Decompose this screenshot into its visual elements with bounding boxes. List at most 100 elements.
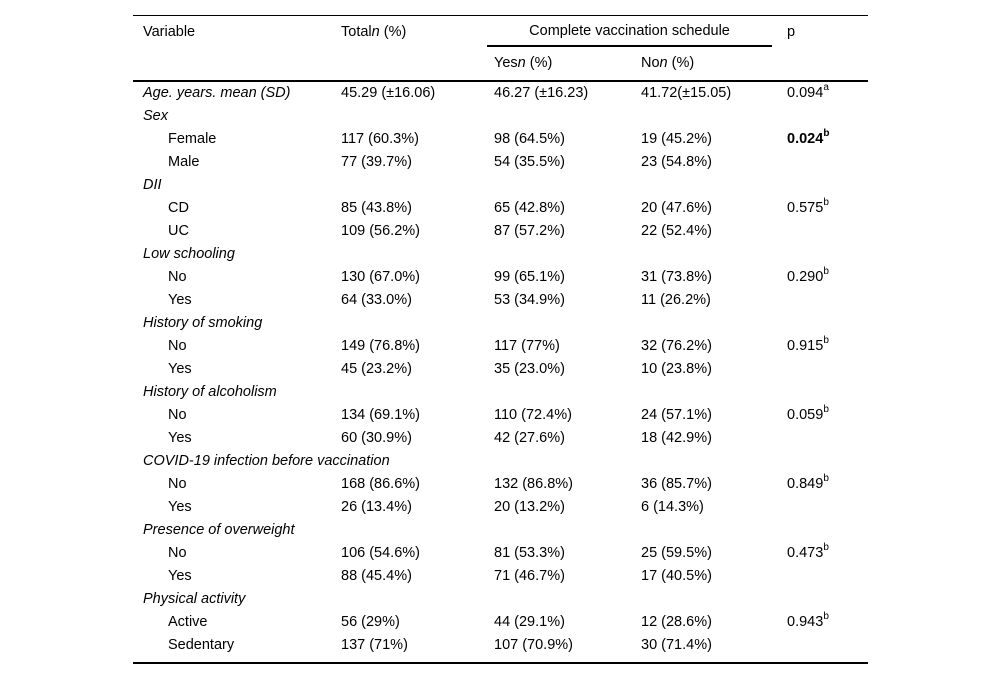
cell-p	[787, 381, 868, 404]
p-value-footnote-marker: b	[823, 610, 829, 622]
cell-total: 149 (76.8%)	[341, 337, 420, 354]
cell-total: 56 (29%)	[341, 613, 400, 630]
col-header-total: Totaln (%)	[341, 15, 494, 82]
cell-no	[641, 243, 787, 266]
cell-yes	[494, 312, 641, 335]
p-value-footnote-marker: a	[823, 81, 829, 93]
cell-total: 60 (30.9%)	[341, 429, 412, 446]
cell-yes	[494, 243, 641, 266]
p-value: 0.915	[787, 337, 824, 354]
cell-yes: 35 (23.0%)	[494, 360, 565, 377]
cell-total: 106 (54.6%)	[341, 544, 420, 561]
row-label: Active	[168, 613, 208, 630]
row-label: Female	[168, 130, 217, 147]
row-label: No	[168, 475, 187, 492]
col-header-yes-n: n	[517, 55, 526, 71]
col-header-total-prefix: Total	[341, 24, 372, 40]
table-row: History of alcoholism	[133, 381, 868, 404]
cell-total	[341, 381, 494, 404]
cell-yes: 110 (72.4%)	[494, 406, 572, 423]
col-header-p: p	[787, 15, 869, 82]
cell-p	[787, 105, 868, 128]
cell-p: 0.059b	[787, 404, 868, 427]
table-row: No 130 (67.0%) 99 (65.1%) 31 (73.8%) 0.290b	[133, 266, 868, 289]
cell-no: 11 (26.2%)	[641, 291, 711, 308]
cell-p	[787, 289, 868, 312]
cell-no	[641, 450, 787, 473]
cell-yes: 99 (65.1%)	[494, 268, 565, 285]
p-value-footnote-marker: b	[823, 334, 829, 346]
header-row-1: Variable Totaln (%) Complete vaccination…	[133, 15, 869, 82]
cell-no: 19 (45.2%)	[641, 130, 712, 147]
cell-yes	[494, 105, 641, 128]
cell-total: 168 (86.6%)	[341, 475, 420, 492]
cell-yes	[494, 519, 641, 542]
p-value: 0.575	[787, 199, 824, 216]
cell-no	[641, 105, 787, 128]
p-value: 0.290	[787, 268, 824, 285]
cell-yes: 87 (57.2%)	[494, 222, 565, 239]
row-label: UC	[168, 222, 189, 239]
table-row: No 168 (86.6%) 132 (86.8%) 36 (85.7%) 0.849b	[133, 473, 868, 496]
cell-p: 0.473b	[787, 542, 868, 565]
row-label: Yes	[168, 291, 192, 308]
row-label: No	[168, 406, 187, 423]
cell-p	[787, 634, 868, 663]
cell-yes: 44 (29.1%)	[494, 613, 565, 630]
cell-total: 26 (13.4%)	[341, 498, 412, 515]
row-label: Yes	[168, 429, 192, 446]
table-row: No 134 (69.1%) 110 (72.4%) 24 (57.1%) 0.059b	[133, 404, 868, 427]
cell-p	[787, 151, 868, 174]
row-label: No	[168, 544, 187, 561]
cell-total: 117 (60.3%)	[341, 130, 419, 147]
table-row: Yes 64 (33.0%) 53 (34.9%) 11 (26.2%)	[133, 289, 868, 312]
table-row: Yes 45 (23.2%) 35 (23.0%) 10 (23.8%)	[133, 358, 868, 381]
p-value: 0.943	[787, 613, 824, 630]
cell-total	[341, 519, 494, 542]
cell-no: 31 (73.8%)	[641, 268, 712, 285]
table-row: UC 109 (56.2%) 87 (57.2%) 22 (52.4%)	[133, 220, 868, 243]
cell-no: 20 (47.6%)	[641, 199, 712, 216]
table-row: Presence of overweight	[133, 519, 868, 542]
cell-yes: 107 (70.9%)	[494, 636, 573, 653]
cell-no: 22 (52.4%)	[641, 222, 712, 239]
cell-no	[641, 174, 787, 197]
cell-total	[341, 243, 494, 266]
col-header-no-prefix: No	[641, 55, 660, 71]
cell-no: 23 (54.8%)	[641, 153, 712, 170]
cell-yes	[494, 588, 641, 611]
col-header-no-n: n	[659, 55, 668, 71]
cell-p	[787, 312, 868, 335]
row-label: Yes	[168, 360, 192, 377]
cell-no: 30 (71.4%)	[641, 636, 712, 653]
row-label: Physical activity	[143, 590, 246, 607]
table-row: Sedentary 137 (71%) 107 (70.9%) 30 (71.4%)	[133, 634, 868, 663]
col-header-no-suffix: (%)	[667, 55, 695, 71]
cell-yes	[494, 174, 641, 197]
cell-total: 64 (33.0%)	[341, 291, 412, 308]
cell-yes: 98 (64.5%)	[494, 130, 565, 147]
table-header: Variable Totaln (%) Complete vaccination…	[133, 15, 869, 82]
cell-yes: 46.27 (±16.23)	[494, 84, 589, 101]
table-row: Active 56 (29%) 44 (29.1%) 12 (28.6%) 0.943b	[133, 611, 868, 634]
col-header-yes-prefix: Yes	[494, 55, 518, 71]
cell-yes	[494, 450, 641, 473]
cell-yes: 42 (27.6%)	[494, 429, 565, 446]
cell-total: 85 (43.8%)	[341, 199, 412, 216]
cell-total: 109 (56.2%)	[341, 222, 420, 239]
p-value-footnote-marker: b	[823, 196, 829, 208]
row-label: No	[168, 337, 187, 354]
row-label: Low schooling	[143, 245, 235, 262]
cell-no: 25 (59.5%)	[641, 544, 712, 561]
header-row-2: Yesn (%) Non (%)	[133, 46, 868, 82]
table-body: Age. years. mean (SD) 45.29 (±16.06) 46.27…	[133, 81, 868, 663]
cell-no	[641, 312, 787, 335]
cell-no: 17 (40.5%)	[641, 567, 712, 584]
table-row: DII	[133, 174, 868, 197]
p-value-footnote-marker: b	[823, 472, 829, 484]
cell-p: 0.094a	[787, 81, 868, 105]
p-value: 0.849	[787, 475, 824, 492]
cell-yes: 132 (86.8%)	[494, 475, 573, 492]
col-header-yes: Yesn (%)	[494, 46, 641, 82]
